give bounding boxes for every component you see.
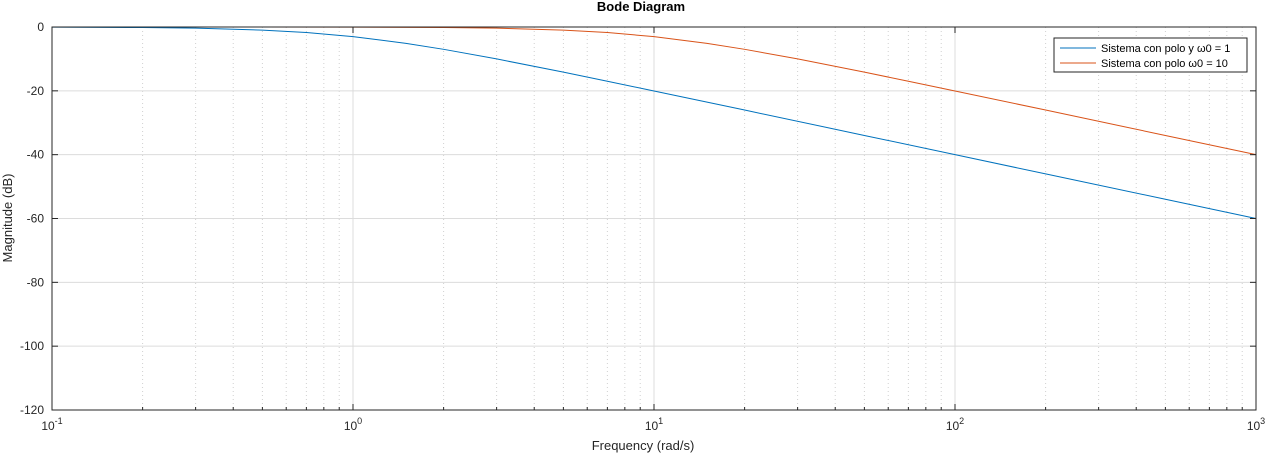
- x-axis-label: Frequency (rad/s): [592, 438, 695, 453]
- y-tick-labels: 0 -20 -40 -60 -80 -100 -120: [20, 20, 1256, 417]
- major-grid: [51, 26, 1257, 411]
- x-tick-labels: 10-1 100 101 102 103: [41, 27, 1265, 433]
- chart-title: Bode Diagram: [597, 0, 685, 14]
- series-line-1: [51, 26, 1257, 219]
- y-tick-label: -100: [20, 339, 44, 353]
- y-tick-label: -60: [27, 212, 45, 226]
- y-tick-label: 0: [37, 20, 44, 34]
- x-tick-label: 100: [344, 416, 362, 433]
- legend-label-2: Sistema con polo ω0 = 10: [1101, 58, 1228, 70]
- y-tick-label: -40: [27, 148, 45, 162]
- legend-box: [1053, 37, 1248, 73]
- legend-label-1: Sistema con polo y ω0 = 1: [1101, 43, 1230, 55]
- y-tick-label: -20: [27, 84, 45, 98]
- y-tick-label: -80: [27, 275, 45, 289]
- y-axis-label: Magnitude (dB): [0, 174, 15, 263]
- legend: Sistema con polo y ω0 = 1 Sistema con pol…: [1053, 37, 1248, 73]
- x-tick-label: 103: [1247, 416, 1265, 433]
- y-tick-label: -120: [20, 403, 44, 417]
- x-tick-label: 10-1: [41, 416, 62, 433]
- x-tick-label: 102: [946, 416, 964, 433]
- x-tick-label: 101: [645, 416, 663, 433]
